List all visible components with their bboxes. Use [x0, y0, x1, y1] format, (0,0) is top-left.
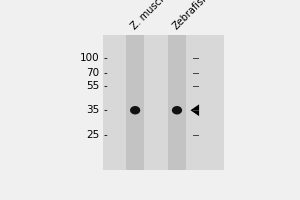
Text: 25: 25: [86, 130, 99, 140]
Text: -: -: [104, 53, 107, 63]
Text: 35: 35: [86, 105, 99, 115]
Text: Zebrafish: Zebrafish: [171, 0, 211, 31]
Text: 70: 70: [86, 68, 99, 78]
Text: 100: 100: [80, 53, 99, 63]
Text: -: -: [104, 81, 107, 91]
Text: -: -: [104, 68, 107, 78]
Polygon shape: [190, 104, 199, 116]
Text: 55: 55: [86, 81, 99, 91]
Text: -: -: [104, 105, 107, 115]
Text: Z. muscle: Z. muscle: [129, 0, 170, 31]
Ellipse shape: [172, 106, 182, 114]
Bar: [126, 35, 144, 170]
Bar: [103, 35, 224, 170]
Ellipse shape: [130, 106, 140, 114]
Text: -: -: [104, 130, 107, 140]
Bar: [168, 35, 186, 170]
